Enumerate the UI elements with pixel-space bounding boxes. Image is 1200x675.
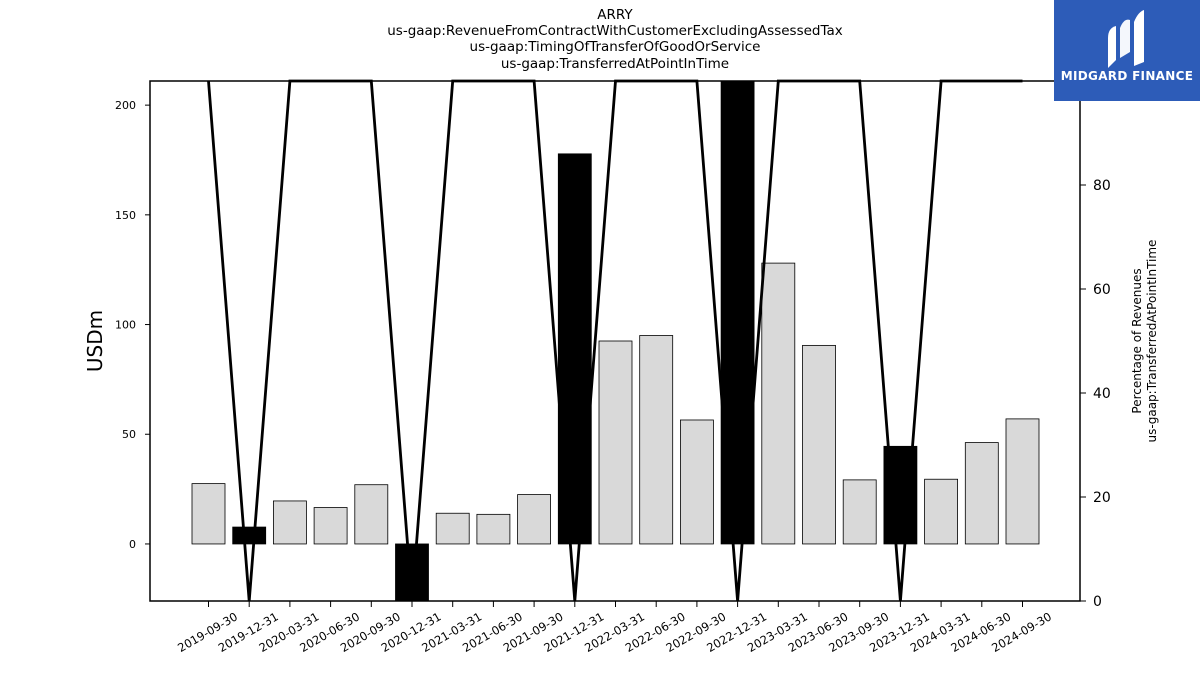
y-tick-label: 150: [115, 209, 136, 222]
bar-2021-12-31: [557, 153, 592, 545]
x-axis-ticks: 2019-09-302019-12-312020-03-312020-06-30…: [175, 601, 1054, 655]
bar-group: [191, 80, 1040, 602]
y2-axis-label-line-2: us-gaap:TransferredAtPointInTime: [1145, 240, 1159, 443]
bar-2020-03-31: [272, 500, 307, 545]
y-tick-label: 200: [115, 99, 136, 112]
bar-2022-06-30: [639, 335, 674, 545]
y2-tick-label: 20: [1093, 490, 1111, 506]
bar-2019-09-30: [191, 483, 226, 545]
chart-title-line-4: us-gaap:TransferredAtPointInTime: [500, 56, 730, 72]
y-tick-label: 50: [122, 428, 136, 441]
bar-2021-09-30: [517, 494, 551, 545]
bar-2020-09-30: [354, 484, 389, 545]
chart-title-line-2: us-gaap:RevenueFromContractWithCustomerE…: [387, 23, 843, 39]
bar-2023-09-30: [842, 479, 877, 545]
y2-axis-label-line-1: Percentage of Revenues: [1130, 268, 1144, 413]
y-axis-label: USDm: [83, 310, 107, 372]
bar-2020-06-30: [313, 507, 348, 545]
chart-title-line-1: ARRY: [597, 7, 633, 23]
bar-2021-03-31: [435, 512, 470, 545]
bar-2019-12-31: [232, 526, 267, 545]
bar-2024-06-30: [964, 442, 999, 545]
bar-2022-09-30: [680, 419, 714, 545]
y2-tick-label: 40: [1093, 386, 1111, 402]
y2-tick-label: 60: [1093, 282, 1111, 298]
y-tick-label: 0: [129, 538, 136, 551]
bar-2022-03-31: [598, 340, 633, 545]
bar-2022-12-31: [720, 80, 755, 545]
y-tick-label: 100: [115, 319, 136, 332]
bar-2024-09-30: [1005, 418, 1040, 545]
left-axis-ticks: 0 50 100 150 200: [115, 99, 150, 551]
chart-title-line-3: us-gaap:TimingOfTransferOfGoodOrService: [469, 39, 761, 55]
bar-2024-03-31: [924, 478, 958, 545]
bar-2023-06-30: [802, 344, 836, 545]
bar-2021-06-30: [476, 513, 511, 545]
midgard-finance-logo: MIDGARD FINANCE: [1054, 0, 1200, 101]
bar-2023-03-31: [761, 262, 796, 545]
logo-mark-icon: [1108, 10, 1144, 68]
y2-tick-label: 80: [1093, 178, 1111, 194]
right-axis-ticks: 020406080100: [1080, 74, 1120, 610]
y2-tick-label: 0: [1093, 594, 1102, 610]
logo-text: MIDGARD FINANCE: [1060, 69, 1194, 83]
